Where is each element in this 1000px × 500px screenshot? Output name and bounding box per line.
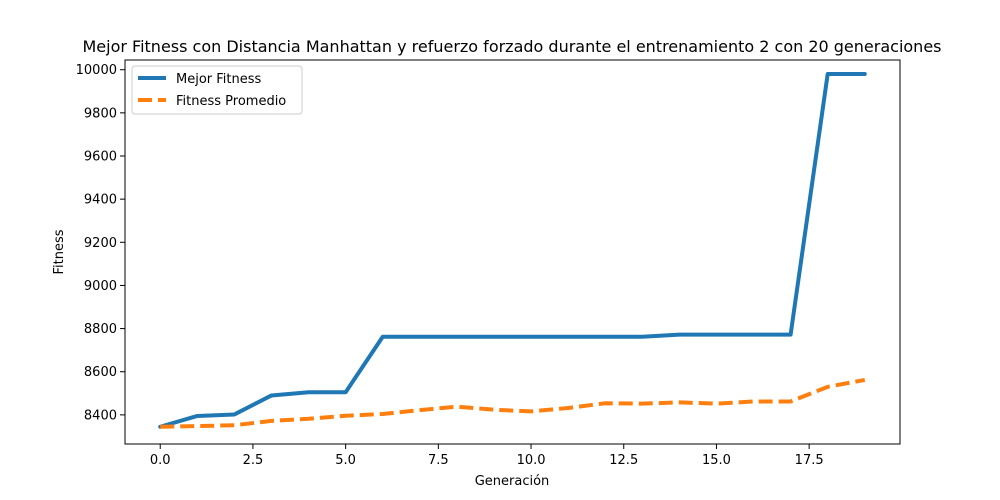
legend-label-fitness-promedio: Fitness Promedio (176, 94, 286, 109)
legend-box (131, 65, 303, 115)
legend-label-mejor-fitness: Mejor Fitness (176, 72, 262, 87)
series-line-mejor-fitness (158, 72, 867, 429)
series-layer (158, 72, 867, 429)
x-axis: 0.0 2.5 5.0 7.5 10.0 12.5 15.0 17.5 (150, 444, 824, 468)
legend: Mejor Fitness Fitness Promedio (131, 65, 303, 115)
y-tick-label: 9000 (84, 279, 117, 294)
y-tick-label: 9200 (84, 236, 117, 251)
y-tick-label: 9600 (84, 150, 117, 165)
x-tick-label: 7.5 (428, 453, 449, 468)
x-tick-label: 12.5 (609, 453, 638, 468)
y-tick-label: 9400 (84, 193, 117, 208)
y-tick-label: 8600 (84, 365, 117, 380)
x-tick-label: 15.0 (702, 453, 731, 468)
plot-area-frame (124, 59, 901, 445)
y-tick-label: 8400 (84, 408, 117, 423)
x-tick-label: 10.0 (517, 453, 546, 468)
y-axis: 8400 8600 8800 9000 9200 9400 9600 9800 10000 (76, 63, 125, 423)
x-tick-label: 17.5 (795, 453, 824, 468)
x-tick-label: 0.0 (150, 453, 171, 468)
x-tick-label: 5.0 (335, 453, 356, 468)
chart-title: Mejor Fitness con Distancia Manhattan y … (83, 37, 942, 56)
y-axis-label: Fitness (52, 229, 67, 274)
x-axis-label: Generación (475, 474, 550, 489)
x-tick-label: 2.5 (243, 453, 264, 468)
y-tick-label: 10000 (76, 63, 117, 78)
series-line-fitness-promedio (160, 377, 866, 429)
y-tick-label: 8800 (84, 322, 117, 337)
y-tick-label: 9800 (84, 106, 117, 121)
